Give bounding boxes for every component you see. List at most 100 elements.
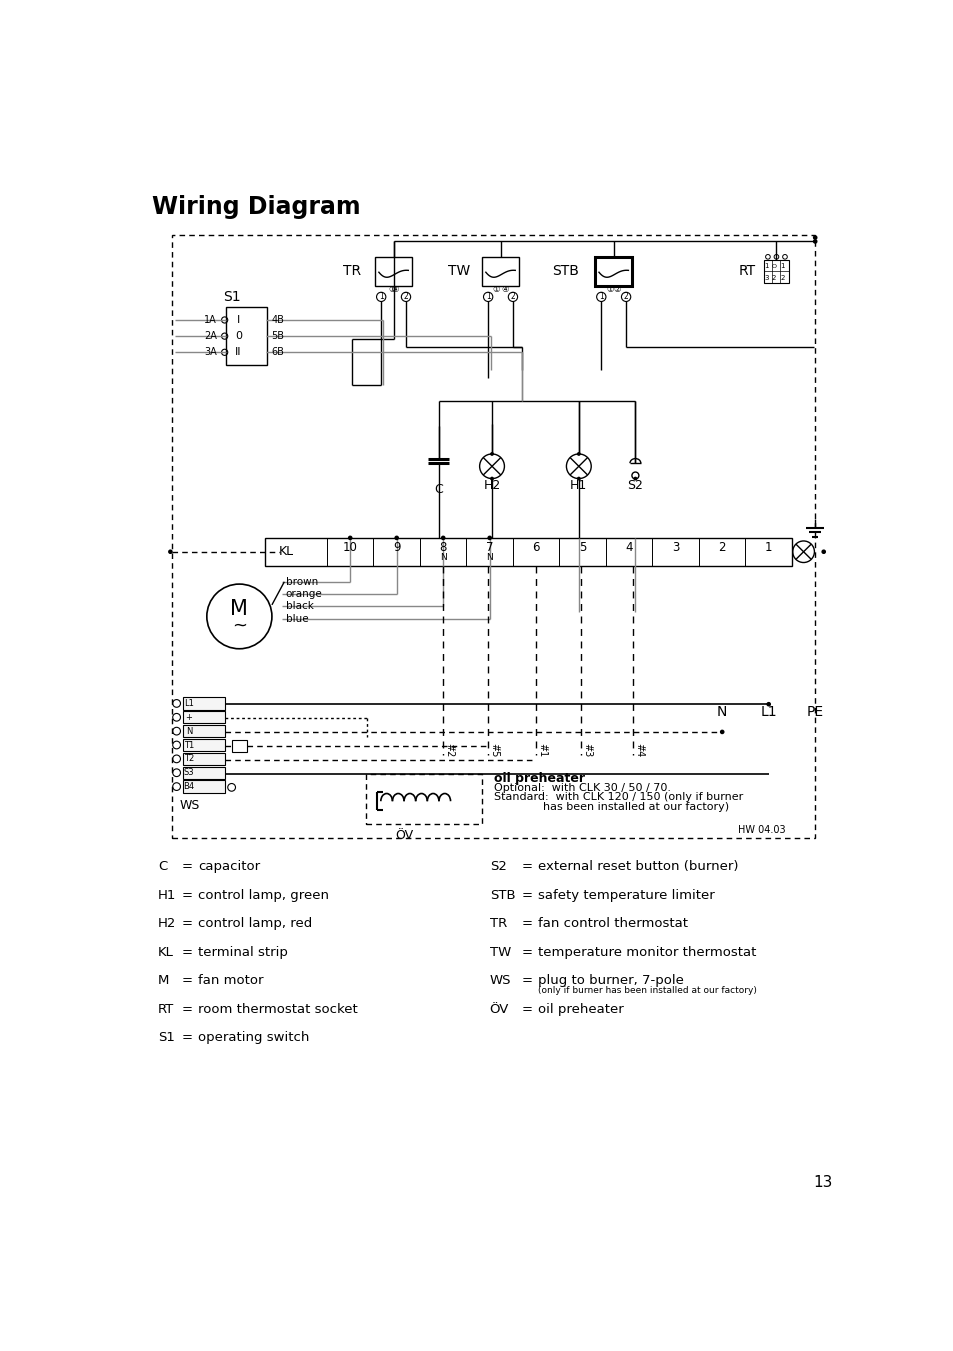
Text: S2: S2 [489, 861, 506, 873]
Text: 2A: 2A [204, 331, 216, 342]
Bar [763, 259, 788, 282]
Text: C: C [158, 861, 167, 873]
Bar [183, 781, 225, 793]
Text: terminal strip: terminal strip [198, 946, 288, 959]
Text: 1: 1 [485, 292, 490, 301]
Bar [183, 753, 225, 765]
Text: 8: 8 [439, 542, 446, 554]
Text: +: + [186, 713, 193, 721]
Bar [365, 774, 481, 824]
Text: external reset button (burner): external reset button (burner) [537, 861, 738, 873]
Text: =: = [182, 861, 193, 873]
Circle shape [490, 453, 494, 455]
Text: 2: 2 [780, 274, 784, 281]
Text: WS: WS [489, 974, 511, 988]
Text: L1: L1 [760, 705, 776, 719]
Text: fan control thermostat: fan control thermostat [537, 917, 687, 929]
Circle shape [812, 239, 817, 243]
Text: temperature monitor thermostat: temperature monitor thermostat [537, 946, 756, 959]
Text: TR: TR [342, 265, 360, 278]
Text: 2: 2 [718, 542, 725, 554]
Text: =: = [521, 889, 532, 901]
Text: S1: S1 [158, 1031, 174, 1044]
Text: TW: TW [447, 265, 469, 278]
Text: 2: 2 [403, 292, 408, 301]
Bar [183, 725, 225, 738]
Bar [183, 766, 225, 780]
Text: 6: 6 [532, 542, 539, 554]
Text: 3: 3 [763, 274, 768, 281]
Text: H2: H2 [483, 480, 500, 492]
Text: brown: brown [286, 577, 317, 586]
Text: S1: S1 [223, 290, 241, 304]
Text: 1: 1 [763, 263, 768, 269]
Text: 7: 7 [485, 542, 493, 554]
Text: I: I [236, 315, 240, 326]
Bar [375, 257, 412, 286]
Bar [265, 538, 791, 566]
Text: 1: 1 [598, 292, 603, 301]
Text: =: = [521, 917, 532, 929]
Text: #4: #4 [634, 743, 644, 758]
Text: 6B: 6B [271, 347, 284, 357]
Text: has been installed at our factory): has been installed at our factory) [493, 801, 728, 812]
Text: plug to burner, 7-pole: plug to burner, 7-pole [537, 974, 683, 988]
Text: N: N [717, 705, 726, 719]
Circle shape [765, 703, 770, 707]
Bar [183, 711, 225, 723]
Text: H1: H1 [570, 480, 587, 492]
Text: =: = [182, 1031, 193, 1044]
Text: #3: #3 [582, 743, 592, 758]
Text: TR: TR [489, 917, 506, 929]
Circle shape [821, 550, 825, 554]
Text: KL: KL [158, 946, 173, 959]
Text: N: N [186, 727, 192, 736]
Text: 2: 2 [771, 274, 776, 281]
Text: ②: ② [613, 285, 619, 295]
Text: M: M [158, 974, 170, 988]
Text: =: = [521, 946, 532, 959]
Text: 3: 3 [671, 542, 679, 554]
Text: =: = [182, 889, 193, 901]
Text: 9: 9 [393, 542, 400, 554]
Text: 5B: 5B [271, 331, 284, 342]
Text: H1: H1 [158, 889, 176, 901]
Text: 2: 2 [623, 292, 628, 301]
Text: 1: 1 [764, 542, 772, 554]
Text: ÖV: ÖV [395, 828, 413, 842]
Text: H2: H2 [158, 917, 176, 929]
Text: Standard:  with CLK 120 / 150 (only if burner: Standard: with CLK 120 / 150 (only if bu… [493, 793, 742, 802]
Bar [226, 307, 266, 365]
Text: ÖV: ÖV [489, 1002, 509, 1016]
Text: safety temperature limiter: safety temperature limiter [537, 889, 714, 901]
Text: C: C [434, 482, 442, 496]
Text: blue: blue [286, 613, 308, 624]
Text: ④: ④ [501, 285, 508, 295]
Text: 13: 13 [812, 1175, 831, 1190]
Text: #1: #1 [537, 743, 547, 758]
Text: RT: RT [738, 263, 755, 278]
Text: =: = [182, 917, 193, 929]
Text: TW: TW [489, 946, 511, 959]
Text: =: = [521, 1002, 532, 1016]
Text: 1A: 1A [204, 315, 216, 326]
Text: black: black [286, 601, 314, 612]
Text: 10: 10 [342, 542, 357, 554]
Text: 2: 2 [510, 292, 515, 301]
Circle shape [577, 477, 580, 481]
Text: S3: S3 [184, 769, 194, 777]
Text: 1: 1 [378, 292, 383, 301]
Bar [595, 257, 632, 286]
Text: =: = [182, 974, 193, 988]
Circle shape [440, 535, 445, 540]
Text: Optional:  with CLK 30 / 50 / 70.: Optional: with CLK 30 / 50 / 70. [493, 784, 670, 793]
Circle shape [348, 535, 353, 540]
Text: Wiring Diagram: Wiring Diagram [152, 195, 360, 219]
Text: 3A: 3A [204, 347, 216, 357]
Text: N: N [486, 554, 493, 562]
Text: L1: L1 [184, 698, 193, 708]
Text: PE: PE [806, 705, 822, 719]
Text: =: = [182, 1002, 193, 1016]
Circle shape [720, 730, 723, 734]
Circle shape [168, 550, 172, 554]
